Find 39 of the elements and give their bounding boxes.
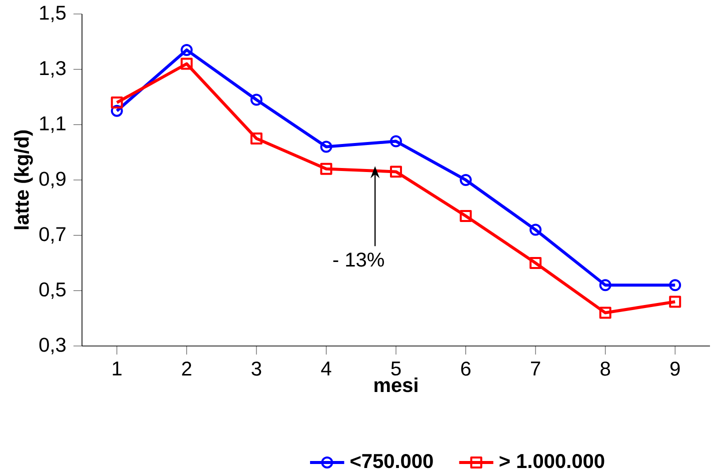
- point: [669, 296, 682, 308]
- y-tick-label: 0,3: [39, 338, 66, 354]
- annotation: - 13%: [333, 252, 384, 267]
- point: [599, 306, 612, 319]
- point: [320, 162, 332, 175]
- point: [530, 256, 542, 269]
- point: [669, 279, 682, 292]
- x-axis-title: mesi: [374, 377, 418, 392]
- x-tick-label: 6: [461, 362, 470, 376]
- point: [599, 279, 612, 292]
- x-tick-label: 2: [182, 362, 192, 376]
- y-tick-label: 0,7: [39, 227, 66, 244]
- x-tick-label: 4: [321, 362, 332, 376]
- point: [180, 58, 193, 70]
- point: [460, 210, 472, 222]
- point: [390, 135, 402, 148]
- x-tick-label: 7: [531, 362, 540, 376]
- y-tick-label: 0,9: [39, 172, 66, 188]
- x-tick-label: 3: [252, 362, 262, 376]
- legend-label: <750.000: [350, 454, 433, 468]
- legend-label: > 1.000.000: [500, 454, 604, 468]
- x-tick-label: 9: [670, 362, 680, 376]
- point: [390, 166, 402, 178]
- point: [320, 140, 332, 153]
- x-tick-label: 5: [391, 362, 401, 376]
- y-axis-title: latte (kg/d): [14, 130, 33, 230]
- y-tick-label: 1,3: [40, 61, 66, 78]
- point: [250, 132, 262, 144]
- point: [250, 94, 262, 106]
- point: [110, 96, 123, 109]
- y-tick-label: 1,5: [40, 6, 66, 22]
- point: [180, 44, 193, 56]
- point: [110, 104, 123, 117]
- point: [530, 224, 542, 236]
- x-tick-label: 8: [600, 362, 610, 376]
- point: [460, 174, 472, 186]
- x-tick-label: 1: [112, 362, 122, 376]
- y-tick-label: 0,5: [39, 282, 66, 299]
- y-tick-label: 1,1: [40, 116, 66, 133]
